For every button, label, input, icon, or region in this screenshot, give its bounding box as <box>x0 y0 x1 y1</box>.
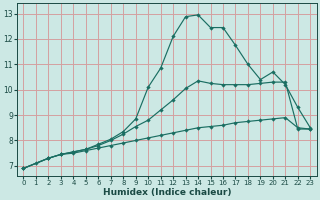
X-axis label: Humidex (Indice chaleur): Humidex (Indice chaleur) <box>103 188 231 197</box>
